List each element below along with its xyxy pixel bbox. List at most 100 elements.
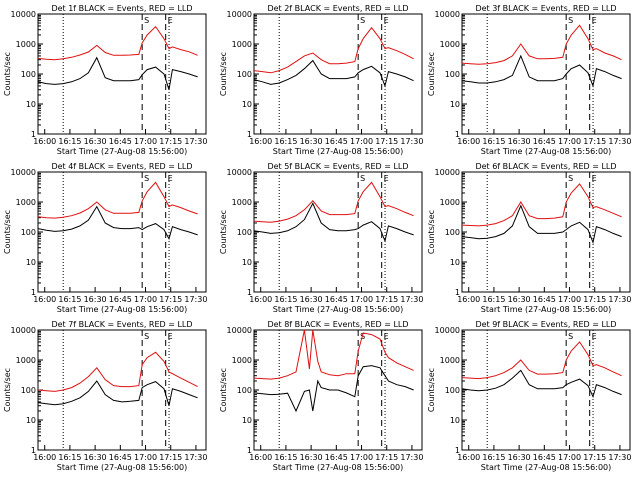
- x-tick-label: 17:15: [583, 453, 606, 462]
- start-marker-label: S: [568, 332, 573, 341]
- x-tick-label: 17:15: [583, 137, 606, 146]
- x-axis-label: Start Time (27-Aug-08 15:56:00): [57, 147, 188, 156]
- y-tick-label: 10000: [435, 10, 460, 19]
- y-tick-label: 10000: [435, 168, 460, 177]
- black-series-line: [253, 59, 414, 88]
- x-axis-label: Start Time (27-Aug-08 15:56:00): [57, 463, 188, 472]
- x-tick-label: 16:00: [457, 453, 480, 462]
- x-tick-label: 16:00: [33, 295, 56, 304]
- x-tick-label: 17:00: [350, 137, 373, 146]
- red-series-line: [253, 329, 414, 380]
- y-tick-label: 10: [450, 258, 460, 267]
- x-tick-label: 17:00: [558, 137, 581, 146]
- x-tick-label: 16:45: [325, 137, 348, 146]
- y-tick-label: 1000: [16, 356, 36, 365]
- x-tick-label: 16:45: [325, 453, 348, 462]
- x-axis-label: Start Time (27-Aug-08 15:56:00): [273, 147, 404, 156]
- x-tick-label: 17:15: [375, 137, 398, 146]
- x-tick-label: 17:00: [558, 295, 581, 304]
- y-tick-label: 100: [237, 70, 252, 79]
- y-tick-label: 1: [455, 446, 460, 455]
- x-tick-label: 16:45: [109, 295, 132, 304]
- start-marker-label: S: [360, 174, 365, 183]
- end-marker-label: E: [168, 174, 173, 183]
- black-series-line: [37, 205, 198, 241]
- y-tick-label: 1: [455, 130, 460, 139]
- x-tick-label: 17:00: [558, 453, 581, 462]
- panel-title: Det 4f BLACK = Events, RED = LLD: [51, 162, 192, 171]
- start-marker-label: S: [568, 174, 573, 183]
- y-tick-label: 1000: [440, 40, 460, 49]
- end-marker-label: E: [592, 16, 597, 25]
- y-tick-label: 10000: [227, 10, 252, 19]
- red-series-line: [461, 24, 622, 65]
- black-series-line: [37, 56, 198, 90]
- panel-6: Det 6f BLACK = Events, RED = LLD 1 10 100 10…: [427, 162, 631, 314]
- y-tick-label: 1: [31, 130, 36, 139]
- panel-title: Det 8f BLACK = Events, RED = LLD: [267, 320, 408, 329]
- y-tick-label: 10: [450, 100, 460, 109]
- y-tick-label: 1000: [232, 40, 252, 49]
- black-series-line: [37, 380, 198, 406]
- y-tick-label: 10: [242, 100, 252, 109]
- x-tick-label: 16:30: [84, 295, 107, 304]
- x-tick-label: 16:00: [33, 137, 56, 146]
- start-marker-label: S: [360, 16, 365, 25]
- y-tick-label: 10: [26, 258, 36, 267]
- red-series-line: [37, 351, 198, 392]
- x-tick-label: 17:30: [184, 453, 207, 462]
- x-tick-label: 17:00: [134, 453, 157, 462]
- start-marker-label: S: [144, 16, 149, 25]
- x-tick-label: 16:45: [533, 137, 556, 146]
- y-tick-label: 100: [21, 386, 36, 395]
- red-series-line: [461, 183, 622, 227]
- y-tick-label: 100: [445, 386, 460, 395]
- y-tick-label: 1000: [440, 198, 460, 207]
- end-marker-label: E: [384, 174, 389, 183]
- y-tick-label: 1: [247, 130, 252, 139]
- end-marker-label: E: [592, 174, 597, 183]
- panel-title: Det 9f BLACK = Events, RED = LLD: [475, 320, 616, 329]
- x-tick-label: 17:00: [134, 137, 157, 146]
- y-axis-label: Counts/sec: [3, 52, 12, 96]
- x-tick-label: 16:30: [84, 137, 107, 146]
- x-tick-label: 17:30: [608, 137, 631, 146]
- panel-9: Det 9f BLACK = Events, RED = LLD 1 10 100 10…: [427, 320, 631, 472]
- red-series-line: [253, 181, 414, 223]
- panel-1: Det 1f BLACK = Events, RED = LLD 1 10 100 10…: [3, 4, 207, 156]
- start-marker-label: S: [144, 332, 149, 341]
- x-tick-label: 16:45: [109, 137, 132, 146]
- panel-title: Det 6f BLACK = Events, RED = LLD: [475, 162, 616, 171]
- y-tick-label: 10000: [435, 326, 460, 335]
- y-tick-label: 1000: [232, 356, 252, 365]
- end-marker-label: E: [592, 332, 597, 341]
- x-tick-label: 16:15: [482, 453, 505, 462]
- start-marker-label: S: [568, 16, 573, 25]
- y-tick-label: 10: [26, 100, 36, 109]
- x-tick-label: 16:30: [508, 137, 531, 146]
- y-tick-label: 10: [242, 258, 252, 267]
- y-tick-label: 10000: [11, 10, 36, 19]
- y-tick-label: 10000: [11, 326, 36, 335]
- x-axis-label: Start Time (27-Aug-08 15:56:00): [273, 463, 404, 472]
- end-marker-label: E: [168, 332, 173, 341]
- panel-8: Det 8f BLACK = Events, RED = LLD 1 10 100 10…: [219, 320, 423, 472]
- x-tick-label: 16:00: [249, 137, 272, 146]
- y-axis-label: Counts/sec: [219, 368, 228, 412]
- y-tick-label: 1000: [16, 198, 36, 207]
- x-tick-label: 16:00: [249, 295, 272, 304]
- x-axis-label: Start Time (27-Aug-08 15:56:00): [481, 463, 612, 472]
- black-series-line: [461, 54, 622, 88]
- panel-5: Det 5f BLACK = Events, RED = LLD 1 10 100 10…: [219, 162, 423, 314]
- y-tick-label: 10000: [11, 168, 36, 177]
- x-tick-label: 16:15: [58, 295, 81, 304]
- y-tick-label: 1: [455, 288, 460, 297]
- y-tick-label: 1: [247, 288, 252, 297]
- end-marker-label: E: [384, 16, 389, 25]
- y-tick-label: 10: [450, 416, 460, 425]
- red-series-line: [461, 341, 622, 380]
- red-series-line: [37, 181, 198, 219]
- y-axis-label: Counts/sec: [3, 368, 12, 412]
- y-tick-label: 100: [237, 386, 252, 395]
